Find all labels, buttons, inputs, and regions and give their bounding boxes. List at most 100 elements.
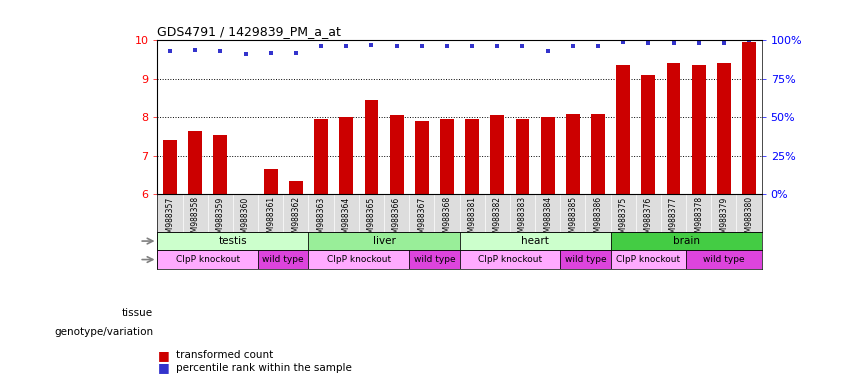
Text: testis: testis <box>219 236 248 246</box>
Bar <box>264 169 277 194</box>
Text: ■: ■ <box>157 349 169 362</box>
Point <box>566 43 580 50</box>
Text: transformed count: transformed count <box>176 350 273 360</box>
Bar <box>610 232 762 250</box>
Text: ClpP knockout: ClpP knockout <box>477 255 542 264</box>
Bar <box>460 250 560 269</box>
Text: GSM988360: GSM988360 <box>241 196 250 243</box>
Bar <box>390 116 403 194</box>
Text: GSM988385: GSM988385 <box>568 196 577 242</box>
Bar <box>157 232 308 250</box>
Text: GSM988361: GSM988361 <box>266 196 275 242</box>
Text: GSM988379: GSM988379 <box>719 196 728 243</box>
Point <box>541 48 555 54</box>
Point <box>289 50 303 56</box>
Point <box>666 40 680 46</box>
Point <box>239 51 253 57</box>
Text: GSM988377: GSM988377 <box>669 196 678 243</box>
Text: GSM988357: GSM988357 <box>166 196 174 243</box>
Point <box>415 43 429 50</box>
Text: brain: brain <box>672 236 700 246</box>
Bar <box>692 65 705 194</box>
Bar <box>340 118 353 194</box>
Bar <box>566 114 580 194</box>
Bar <box>157 250 258 269</box>
Point <box>214 48 227 54</box>
Text: wild type: wild type <box>262 255 304 264</box>
Text: GSM988362: GSM988362 <box>291 196 300 242</box>
Text: liver: liver <box>373 236 396 246</box>
Point <box>742 37 756 43</box>
Text: GSM988363: GSM988363 <box>317 196 326 243</box>
Bar <box>163 141 177 194</box>
Text: GSM988378: GSM988378 <box>694 196 703 242</box>
Bar <box>540 118 555 194</box>
Point <box>390 43 403 50</box>
Text: GSM988375: GSM988375 <box>619 196 628 243</box>
Text: wild type: wild type <box>564 255 606 264</box>
Bar <box>742 42 756 194</box>
Bar <box>440 119 454 194</box>
Bar <box>591 114 605 194</box>
Bar <box>364 100 379 194</box>
Text: GSM988359: GSM988359 <box>216 196 225 243</box>
Point <box>364 42 378 48</box>
Bar <box>460 232 610 250</box>
Text: GSM988383: GSM988383 <box>518 196 527 242</box>
Bar <box>409 250 460 269</box>
Text: GSM988376: GSM988376 <box>644 196 653 243</box>
Bar <box>642 75 655 194</box>
Bar <box>465 119 479 194</box>
Text: GSM988381: GSM988381 <box>468 196 477 242</box>
Point <box>692 40 705 46</box>
Text: GSM988380: GSM988380 <box>745 196 753 242</box>
Text: GSM988386: GSM988386 <box>593 196 603 242</box>
Point <box>490 43 504 50</box>
Point <box>465 43 479 50</box>
Bar <box>516 119 529 194</box>
Bar <box>308 232 460 250</box>
Bar <box>610 250 686 269</box>
Point <box>264 50 277 56</box>
Text: heart: heart <box>521 236 549 246</box>
Text: ■: ■ <box>157 361 169 374</box>
Bar <box>560 250 610 269</box>
Bar <box>258 250 308 269</box>
Text: ClpP knockout: ClpP knockout <box>327 255 391 264</box>
Text: GSM988382: GSM988382 <box>493 196 502 242</box>
Bar <box>314 119 328 194</box>
Text: GSM988358: GSM988358 <box>191 196 200 242</box>
Text: GSM988368: GSM988368 <box>443 196 451 242</box>
Text: GSM988367: GSM988367 <box>417 196 426 243</box>
Text: GSM988365: GSM988365 <box>367 196 376 243</box>
Bar <box>308 250 409 269</box>
Point <box>717 40 731 46</box>
Text: wild type: wild type <box>414 255 455 264</box>
Text: tissue: tissue <box>122 308 153 318</box>
Point <box>616 39 630 45</box>
Bar <box>414 121 429 194</box>
Point <box>163 48 177 54</box>
Point <box>516 43 529 50</box>
Point <box>440 43 454 50</box>
Point <box>314 43 328 50</box>
Bar <box>289 181 303 194</box>
Bar <box>490 116 505 194</box>
Text: GSM988384: GSM988384 <box>543 196 552 242</box>
Bar <box>214 135 227 194</box>
Point <box>642 40 655 46</box>
Text: GSM988364: GSM988364 <box>342 196 351 243</box>
Bar <box>686 250 762 269</box>
Point <box>591 43 605 50</box>
Point <box>188 46 202 53</box>
Text: ClpP knockout: ClpP knockout <box>616 255 681 264</box>
Bar <box>717 63 731 194</box>
Text: genotype/variation: genotype/variation <box>54 327 153 337</box>
Text: percentile rank within the sample: percentile rank within the sample <box>176 363 352 373</box>
Point <box>340 43 353 50</box>
Bar <box>616 65 630 194</box>
Text: GDS4791 / 1429839_PM_a_at: GDS4791 / 1429839_PM_a_at <box>157 25 341 38</box>
Text: ClpP knockout: ClpP knockout <box>175 255 240 264</box>
Bar <box>666 63 681 194</box>
Text: GSM988366: GSM988366 <box>392 196 401 243</box>
